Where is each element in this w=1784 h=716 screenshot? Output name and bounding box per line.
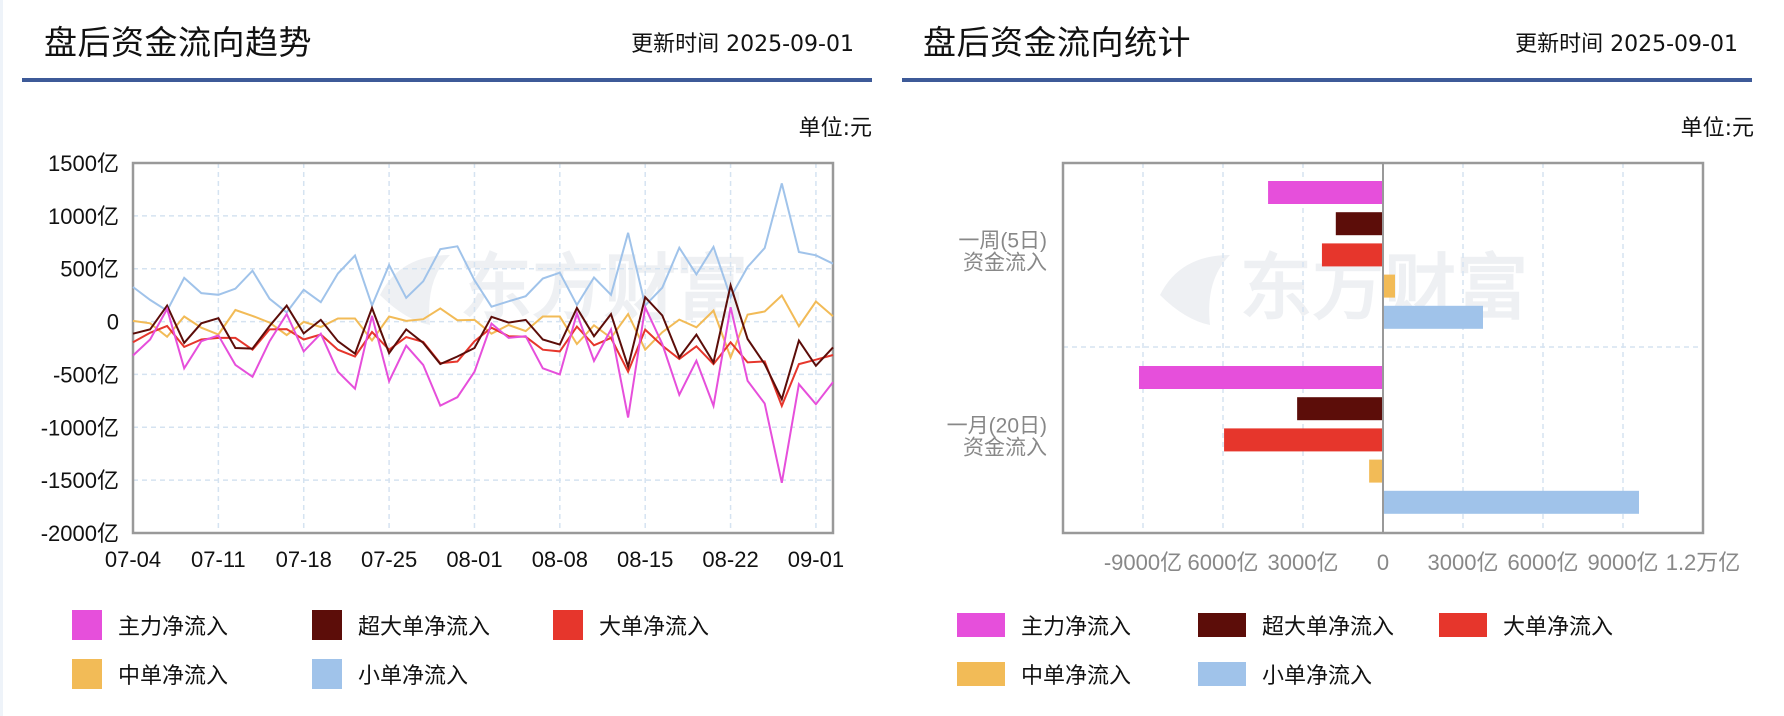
legend-swatch-small <box>1198 662 1246 686</box>
x-axis-tick-label: 08-22 <box>702 547 758 572</box>
legend-label: 小单净流入 <box>1262 664 1373 689</box>
x-axis-tick-label: 07-25 <box>361 547 417 572</box>
legend-item-main[interactable]: 主力净流入 <box>957 609 1131 641</box>
legend-item-large[interactable]: 大单净流入 <box>553 609 709 641</box>
stats-panel: 盘后资金流向统计 更新时间 2025-09-01 单位:元 <box>892 0 1784 716</box>
category-label: 资金流入 <box>963 437 1047 460</box>
bar <box>1383 305 1483 329</box>
bar <box>1297 397 1383 421</box>
x-axis-tick-label: 6000亿 <box>1508 550 1579 575</box>
y-axis-tick-label: 1500亿 <box>48 151 119 176</box>
legend-item-main[interactable]: 主力净流入 <box>72 609 228 641</box>
bar <box>1335 212 1383 236</box>
legend-swatch-large <box>1439 613 1487 637</box>
bar <box>1224 428 1383 452</box>
legend-swatch-small <box>312 659 342 689</box>
y-axis-tick-label: -500亿 <box>53 362 119 387</box>
series-line <box>132 281 834 402</box>
legend-swatch-large <box>553 610 583 640</box>
y-axis-tick-label: 1000亿 <box>48 204 119 229</box>
series-line <box>132 293 834 361</box>
trend-unit-label: 单位:元 <box>798 116 872 141</box>
x-axis-tick-label: 08-15 <box>617 547 673 572</box>
left-edge-strip <box>0 0 3 716</box>
legend-label: 超大单净流入 <box>1262 615 1395 640</box>
legend-label: 大单净流入 <box>1503 615 1614 640</box>
legend-item-large[interactable]: 大单净流入 <box>1439 609 1613 641</box>
category-label: 资金流入 <box>963 252 1047 275</box>
x-axis-tick-label: 09-01 <box>788 547 844 572</box>
legend-label: 中单净流入 <box>118 664 229 689</box>
y-axis-tick-label: -1500亿 <box>41 468 119 493</box>
x-axis-tick-label: 07-18 <box>276 547 332 572</box>
x-axis-tick-label: -9000亿 <box>1104 550 1182 575</box>
legend-label: 主力净流入 <box>1021 615 1132 640</box>
bar <box>1268 181 1383 204</box>
x-axis-tick-label: 08-08 <box>532 547 588 572</box>
bar <box>1383 490 1639 514</box>
category-label: 一周(5日) <box>958 230 1047 253</box>
x-axis-tick-label: 3000亿 <box>1428 550 1499 575</box>
legend-item-small[interactable]: 小单净流入 <box>312 658 468 690</box>
legend-item-medium[interactable]: 中单净流入 <box>72 658 228 690</box>
bar <box>1139 366 1383 389</box>
legend-swatch-super-large <box>1198 613 1246 637</box>
series-line <box>132 303 834 484</box>
legend-item-small[interactable]: 小单净流入 <box>1198 658 1372 690</box>
legend-item-super-large[interactable]: 超大单净流入 <box>1198 609 1394 641</box>
legend-swatch-super-large <box>312 610 342 640</box>
legend-label: 中单净流入 <box>1021 664 1132 689</box>
x-axis-tick-label: 0 <box>1377 550 1389 575</box>
legend-label: 主力净流入 <box>118 615 229 640</box>
x-axis-tick-label: 07-11 <box>191 547 246 572</box>
series-line <box>132 183 834 314</box>
x-axis-tick-label: 1.2万亿 <box>1666 550 1741 575</box>
y-axis-tick-label: 0 <box>107 310 119 335</box>
legend-swatch-main <box>72 610 102 640</box>
watermark-logo-icon <box>1160 255 1230 325</box>
stats-update-time: 更新时间 2025-09-01 <box>1515 32 1738 57</box>
bar <box>1383 274 1395 298</box>
category-label: 一月(20日) <box>947 415 1047 438</box>
stats-panel-title: 盘后资金流向统计 <box>923 23 1191 62</box>
legend-label: 小单净流入 <box>358 664 469 689</box>
legend-swatch-main <box>957 613 1005 637</box>
legend-label: 超大单净流入 <box>358 615 491 640</box>
legend-item-super-large[interactable]: 超大单净流入 <box>312 609 490 641</box>
stats-unit-label: 单位:元 <box>1680 116 1754 141</box>
trend-title-rule <box>22 78 872 82</box>
x-axis-tick-label: 6000亿 <box>1188 550 1259 575</box>
x-axis-tick-label: 3000亿 <box>1268 550 1339 575</box>
legend-label: 大单净流入 <box>599 615 710 640</box>
legend-swatch-medium <box>72 659 102 689</box>
trend-panel-title: 盘后资金流向趋势 <box>44 23 312 62</box>
stats-title-rule <box>902 78 1752 82</box>
y-axis-tick-label: -1000亿 <box>41 415 119 440</box>
legend-item-medium[interactable]: 中单净流入 <box>957 658 1131 690</box>
x-axis-tick-label: 9000亿 <box>1588 550 1659 575</box>
legend-swatch-medium <box>957 662 1005 686</box>
x-axis-tick-label: 08-01 <box>446 547 502 572</box>
y-axis-tick-label: -2000亿 <box>41 521 119 546</box>
bar <box>1321 243 1383 267</box>
x-axis-tick-label: 07-04 <box>105 547 161 572</box>
bar <box>1369 459 1383 483</box>
trend-update-time: 更新时间 2025-09-01 <box>631 32 854 57</box>
y-axis-tick-label: 500亿 <box>60 257 119 282</box>
watermark: 东方财富 <box>380 249 748 329</box>
trend-panel: 盘后资金流向趋势 更新时间 2025-09-01 单位:元 <box>22 23 872 141</box>
